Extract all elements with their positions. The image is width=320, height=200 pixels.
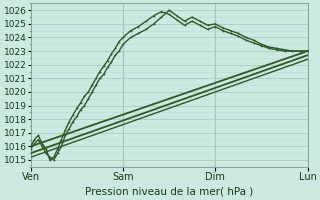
X-axis label: Pression niveau de la mer( hPa ): Pression niveau de la mer( hPa ) — [85, 187, 253, 197]
